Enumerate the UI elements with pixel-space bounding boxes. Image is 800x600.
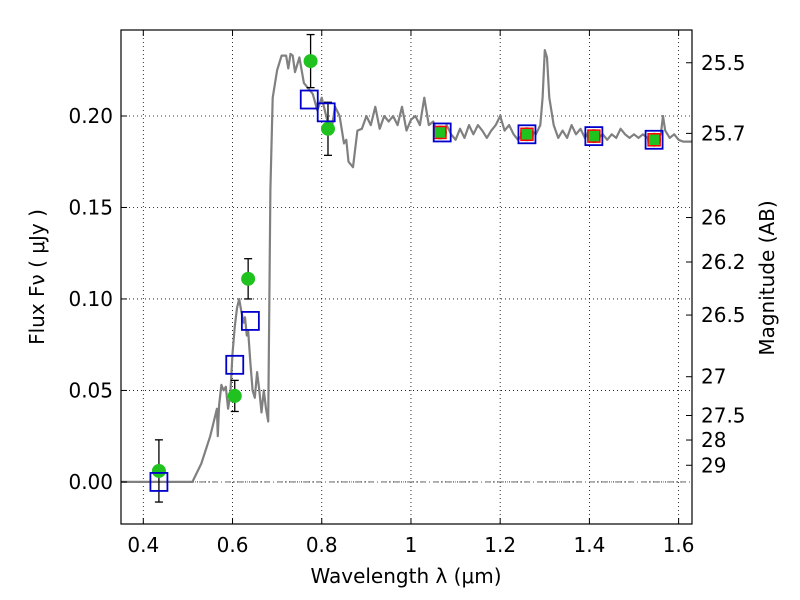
observed-point — [227, 388, 242, 403]
x-tick-label: 0.4 — [127, 533, 159, 557]
red-square-marker — [647, 133, 661, 147]
y-tick-label: 0.20 — [68, 104, 113, 128]
model-square-marker — [517, 124, 537, 145]
observed-point — [586, 129, 601, 144]
x-axis-label: Wavelength λ (μm) — [310, 564, 501, 588]
observed-point — [303, 54, 318, 69]
x-tick-label: 1.4 — [573, 533, 605, 557]
x-tick-label: 0.6 — [217, 533, 249, 557]
y-tick-label: 0.05 — [68, 378, 113, 402]
y-tick-label: 0.15 — [68, 195, 113, 219]
plot-area — [121, 33, 692, 503]
red-square-marker — [520, 127, 534, 142]
plot-frame — [120, 29, 693, 525]
model-square-marker — [316, 102, 336, 123]
model-square-marker — [584, 126, 604, 147]
mag-tick-label: 25.7 — [701, 121, 746, 145]
mag-tick-label: 28 — [701, 428, 726, 452]
observed-point — [151, 463, 166, 478]
mag-tick-label: 26.5 — [701, 303, 746, 327]
model-square-marker — [240, 311, 260, 331]
right-axis-label: Magnitude (AB) — [755, 200, 779, 355]
model-square-marker — [299, 89, 319, 110]
mag-tick-label: 29 — [701, 453, 726, 477]
observed-point — [519, 127, 534, 142]
x-tick-label: 1.2 — [484, 533, 516, 557]
mag-tick-label: 25.5 — [701, 51, 746, 75]
y-axis-label: Flux Fν ( μJy ) — [25, 209, 49, 345]
observed-point — [320, 121, 335, 136]
y-tick-label: 0.10 — [68, 287, 113, 311]
x-tick-label: 1.6 — [663, 533, 695, 557]
observed-point — [241, 271, 256, 286]
y-tick-label: 0.00 — [68, 470, 113, 494]
red-square-marker — [587, 129, 601, 143]
mag-tick-label: 26.2 — [701, 250, 746, 274]
model-square-marker — [149, 472, 169, 492]
mag-tick-label: 26 — [701, 206, 726, 230]
observed-point — [647, 132, 662, 147]
mag-tick-label: 27.5 — [701, 404, 746, 428]
observed-point — [432, 125, 447, 140]
axis-ticks: 0.4 0.6 0.8 1 1.2 1.4 1.6 0.00 0.05 0.10 0.15 0.20 2… — [68, 30, 746, 557]
x-tick-label: 0.8 — [306, 533, 338, 557]
model-square-marker — [432, 122, 452, 143]
model-square-marker — [644, 129, 664, 150]
mag-tick-label: 27 — [701, 365, 726, 389]
model-square-marker — [225, 354, 245, 375]
model-spectrum-line — [121, 48, 692, 483]
x-tick-label: 1 — [405, 533, 418, 557]
